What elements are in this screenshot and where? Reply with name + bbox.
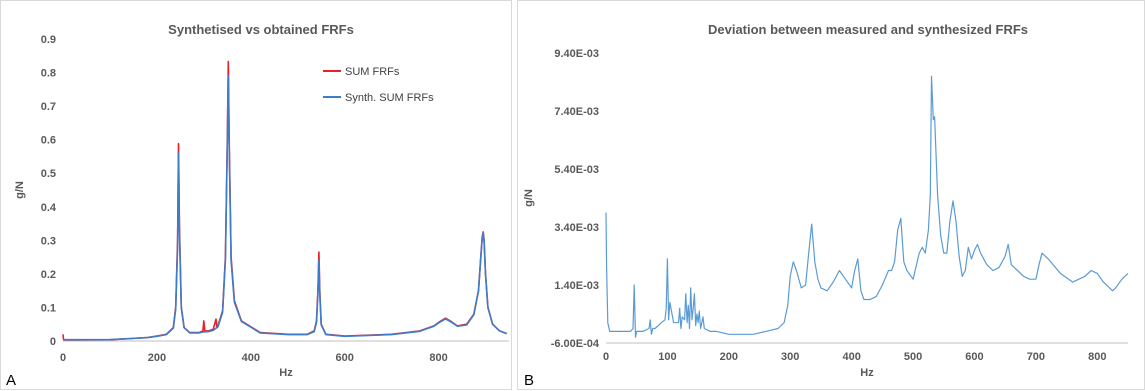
x-axis-label: Hz xyxy=(279,367,293,379)
deviation-chart: Deviation between measured and synthesiz… xyxy=(523,22,1129,389)
y-tick-label: 0.3 xyxy=(41,235,56,247)
y-axis-label: g/N xyxy=(14,181,26,199)
x-tick-label: 700 xyxy=(1027,351,1045,363)
series-line-0 xyxy=(605,75,1129,338)
chart-panel-a: Synthetised vs obtained FRFs 0 0.1 0.2 0.3 0.… xyxy=(0,0,512,390)
y-tick-label: 9.40E-03 xyxy=(554,48,599,60)
frf-comparison-chart: Synthetised vs obtained FRFs 0 0.1 0.2 0.3 0.… xyxy=(6,22,509,389)
y-axis-label: g/N xyxy=(523,189,535,207)
x-tick-label: 300 xyxy=(781,351,799,363)
y-tick-label: 7.40E-03 xyxy=(554,106,599,118)
y-tick-label: 0.5 xyxy=(41,168,56,180)
x-tick-label: 600 xyxy=(336,352,354,364)
y-tick-label: 0.9 xyxy=(41,34,56,46)
series-line-0 xyxy=(62,60,507,341)
chart-panel-b: Deviation between measured and synthesiz… xyxy=(517,0,1145,390)
y-tick-label: -6.00E-04 xyxy=(551,338,600,350)
y-tick-label: 5.40E-03 xyxy=(554,164,599,176)
x-tick-label: 0 xyxy=(603,351,609,363)
chart-title: Deviation between measured and synthesiz… xyxy=(708,22,1028,37)
x-tick-label: 400 xyxy=(842,351,860,363)
x-tick-label: 400 xyxy=(242,352,260,364)
x-tick-label: 200 xyxy=(720,351,738,363)
x-tick-label: 800 xyxy=(1088,351,1106,363)
y-tick-label: 0.8 xyxy=(41,68,56,80)
y-tick-label: 0 xyxy=(50,336,56,348)
panel-label: B xyxy=(524,372,534,389)
x-axis-label: Hz xyxy=(860,367,874,379)
y-tick-label: 3.40E-03 xyxy=(554,222,599,234)
x-tick-label: 800 xyxy=(429,352,447,364)
series-line-1 xyxy=(63,75,507,341)
y-tick-label: 0.7 xyxy=(41,101,56,113)
x-tick-label: 600 xyxy=(965,351,983,363)
x-tick-label: 0 xyxy=(60,352,66,364)
legend-label-0: SUM FRFs xyxy=(345,66,400,78)
x-tick-label: 200 xyxy=(148,352,166,364)
legend-label-1: Synth. SUM FRFs xyxy=(345,92,434,104)
y-tick-label: 0.2 xyxy=(41,269,56,281)
x-tick-label: 100 xyxy=(658,351,676,363)
y-tick-label: 0.6 xyxy=(41,135,56,147)
y-tick-label: 0.1 xyxy=(41,302,56,314)
x-tick-label: 500 xyxy=(904,351,922,363)
panel-label: A xyxy=(6,372,16,389)
chart-title: Synthetised vs obtained FRFs xyxy=(168,22,354,37)
y-tick-label: 0.4 xyxy=(41,202,57,214)
y-tick-label: 1.40E-03 xyxy=(554,280,599,292)
